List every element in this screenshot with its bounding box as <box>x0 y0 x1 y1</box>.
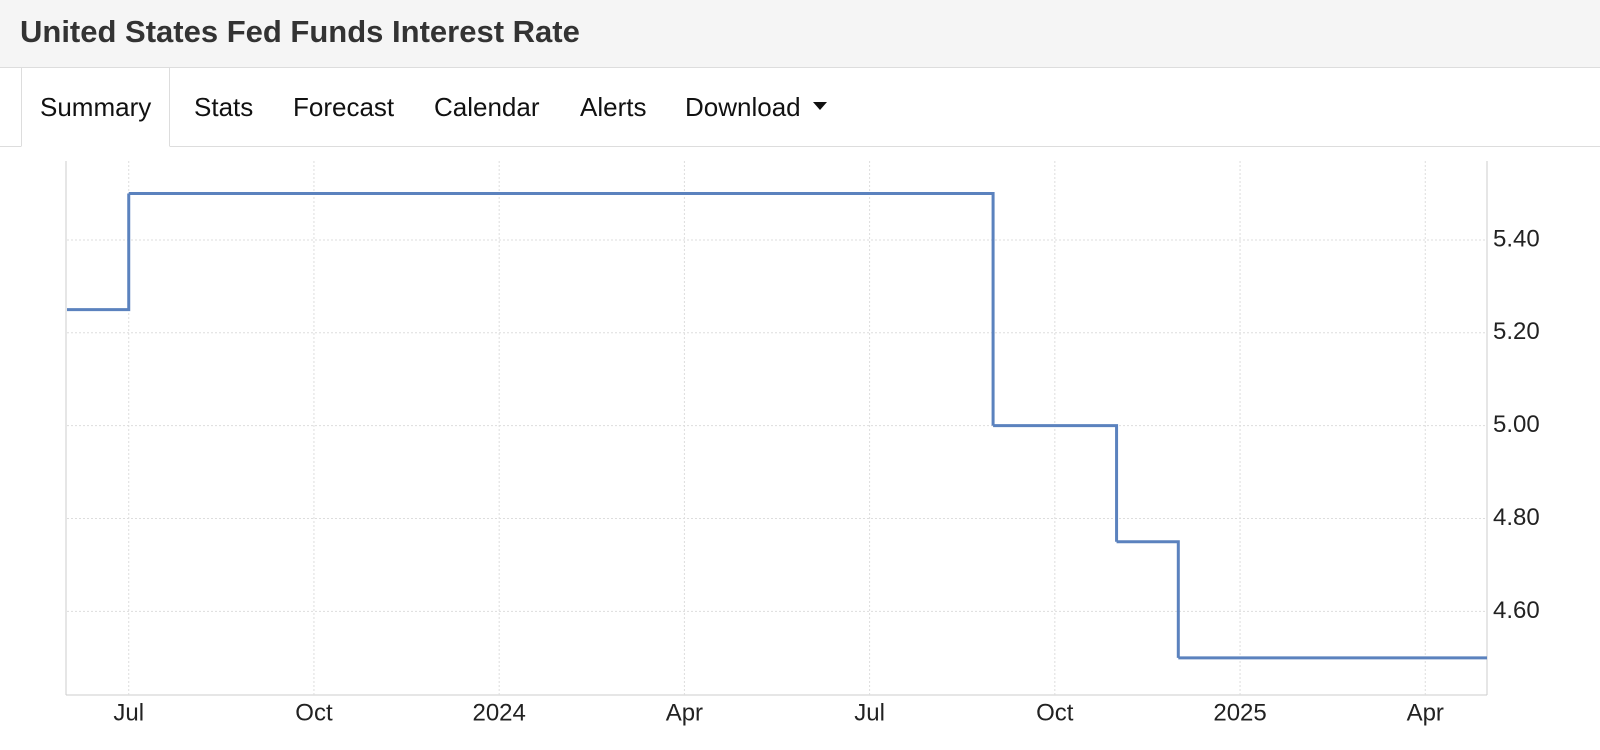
step-segment <box>993 424 1119 542</box>
x-tick-label: Jul <box>854 699 885 726</box>
header: United States Fed Funds Interest Rate <box>0 0 1600 68</box>
x-tick-label: Jul <box>113 699 144 726</box>
tab[interactable]: Download <box>685 68 827 147</box>
x-tick-label: Apr <box>666 699 703 726</box>
chart: 4.60 4.80 5.00 5.20 5.40 Jul Oct 2024 Apr Jul Oct 2… <box>65 161 1540 726</box>
y-tick-label: 5.00 <box>1493 411 1540 438</box>
tab[interactable]: Stats <box>194 92 254 122</box>
tab-label: Download <box>685 92 801 122</box>
tab[interactable]: Alerts <box>580 92 647 122</box>
page-title: United States Fed Funds Interest Rate <box>20 14 580 49</box>
step-segment <box>128 192 995 426</box>
y-tick-label: 4.80 <box>1493 504 1540 531</box>
tab-bar: Summary Stats Forecast Calendar Alerts D… <box>0 68 1600 147</box>
step-segment <box>1116 540 1180 658</box>
dropdown-caret <box>812 102 827 111</box>
tab[interactable]: Calendar <box>434 92 540 122</box>
tab[interactable]: Summary <box>21 68 171 147</box>
y-tick-label: 5.20 <box>1493 318 1540 345</box>
x-tick-label: 2025 <box>1213 699 1266 726</box>
x-tick-label: Oct <box>1036 699 1074 726</box>
y-tick-label: 5.40 <box>1493 225 1540 252</box>
x-tick-label: 2024 <box>472 699 525 726</box>
step-segment <box>67 193 131 312</box>
x-tick-label: Oct <box>295 699 333 726</box>
tab[interactable]: Forecast <box>293 92 395 122</box>
y-tick-label: 4.60 <box>1493 597 1540 624</box>
x-tick-label: Apr <box>1407 699 1444 726</box>
